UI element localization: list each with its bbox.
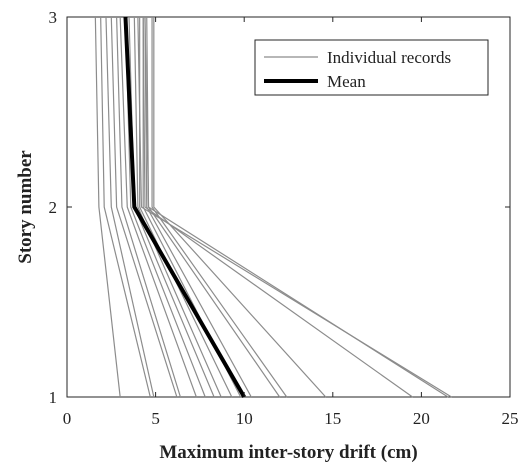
x-tick-label: 20 <box>413 409 430 428</box>
record-line-5 <box>116 16 181 398</box>
x-tick-label: 25 <box>502 409 519 428</box>
record-line-2 <box>100 16 151 398</box>
y-tick-labels: 1 2 3 <box>49 8 58 407</box>
record-line-16 <box>142 16 413 398</box>
record-line-6 <box>119 16 197 398</box>
record-line-18 <box>137 16 452 398</box>
record-line-3 <box>105 16 155 398</box>
x-tick-label: 10 <box>236 409 253 428</box>
legend-label-mean: Mean <box>327 72 366 91</box>
record-line-1 <box>94 16 121 398</box>
x-tick-label: 15 <box>324 409 341 428</box>
y-tick-label: 1 <box>49 388 58 407</box>
record-line-14 <box>151 17 288 398</box>
x-tick-labels: 0 5 10 15 20 25 <box>63 409 519 428</box>
y-tick-label: 3 <box>49 8 58 27</box>
record-line-4 <box>110 16 178 398</box>
mean-line <box>123 16 246 399</box>
x-axis-title: Maximum inter-story drift (cm) <box>159 442 417 463</box>
legend-box <box>254 39 489 96</box>
y-tick-label: 2 <box>49 198 58 217</box>
record-line-9 <box>133 16 222 398</box>
axis-ticks <box>66 16 511 398</box>
record-line-15 <box>153 17 327 398</box>
legend: Individual records Mean <box>254 39 489 96</box>
y-axis-title: Story number <box>15 150 36 264</box>
x-tick-label: 0 <box>63 409 72 428</box>
x-tick-label: 5 <box>151 409 160 428</box>
legend-label-individual: Individual records <box>327 48 451 67</box>
